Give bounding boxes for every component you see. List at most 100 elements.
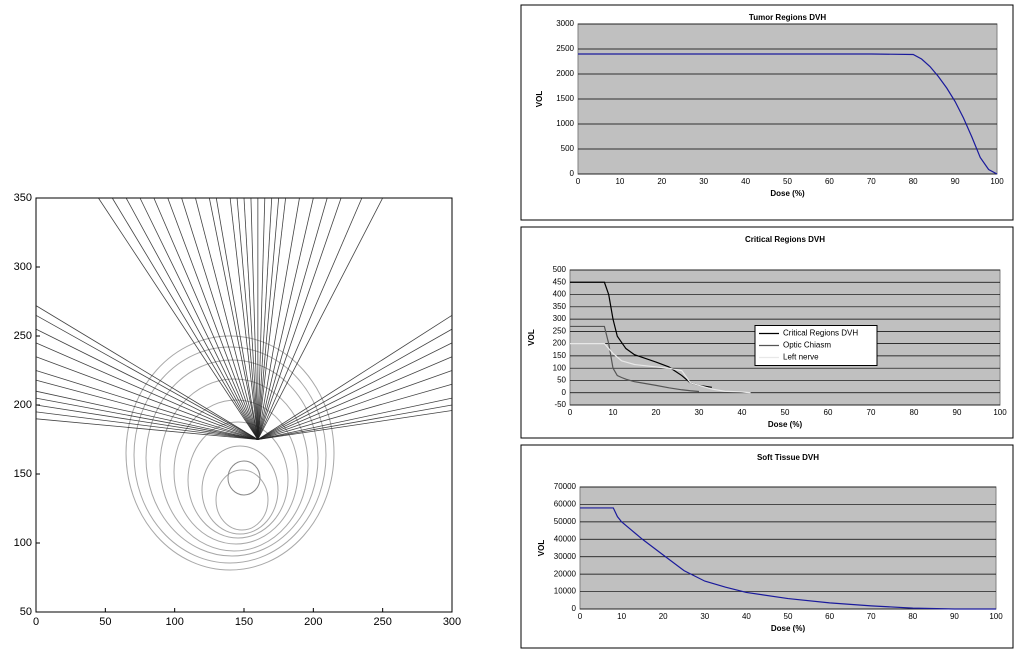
y-tick-label: 30000 [554,552,577,561]
beam [257,197,314,440]
y-tick-label: 0 [570,169,575,178]
x-tick-label: 30 [700,612,709,621]
x-tick-label: 100 [989,612,1003,621]
beam [35,379,258,440]
beam [35,328,259,440]
beam [257,404,453,440]
beam [35,397,258,440]
y-tick-label: 60000 [554,500,577,509]
y-tick-label: 150 [553,351,567,360]
contour [159,378,309,552]
contour [227,460,261,496]
x-tick-label: 40 [738,408,747,417]
y-tick-label: 50 [20,606,32,618]
x-tick-label: 0 [576,177,581,186]
x-tick-label: 50 [783,177,792,186]
beam [35,370,258,440]
beam [35,411,258,440]
y-tick-label: 3000 [556,19,574,28]
beam [35,342,259,440]
x-tick-label: 40 [741,177,750,186]
beam [35,305,259,440]
contour [201,445,279,535]
x-tick-label: 80 [908,612,917,621]
beam [257,197,384,440]
x-axis-label: Dose (%) [768,420,803,429]
x-tick-label: 80 [909,177,918,186]
y-tick-label: 40000 [554,534,577,543]
y-axis-label: VOL [537,540,546,557]
y-tick-label: 300 [553,314,567,323]
y-tick-label: 500 [561,144,575,153]
plot-area [579,486,997,610]
x-tick-label: 20 [652,408,661,417]
y-tick-label: 2000 [556,69,574,78]
beam [208,197,259,440]
x-tick-label: 300 [443,616,461,628]
x-tick-label: 90 [951,177,960,186]
beam [257,197,328,440]
y-tick-label: 1500 [556,94,574,103]
beam [98,197,259,440]
y-tick-label: 10000 [554,587,577,596]
beam [250,197,259,440]
x-tick-label: 20 [659,612,668,621]
series-line [570,343,751,394]
y-tick-label: 0 [562,388,567,397]
contour [125,335,335,571]
beam [257,370,453,440]
beam [35,314,259,440]
x-tick-label: 10 [615,177,624,186]
beam [35,404,258,440]
x-tick-label: 100 [165,616,183,628]
beam [257,397,453,440]
beam [35,390,258,440]
y-tick-label: 400 [553,290,567,299]
y-tick-label: 450 [553,277,567,286]
beam [236,197,259,440]
legend-label: Optic Chiasm [783,341,831,350]
beam [215,197,259,440]
y-tick-label: 1000 [556,119,574,128]
x-tick-label: 90 [953,408,962,417]
x-tick-label: 50 [99,616,111,628]
x-tick-label: 90 [950,612,959,621]
x-tick-label: 70 [867,408,876,417]
y-tick-label: 100 [14,537,32,549]
x-tick-label: 30 [695,408,704,417]
contour [145,359,319,557]
y-tick-label: 50 [557,376,566,385]
y-tick-label: 0 [572,604,577,613]
beam [181,197,259,440]
x-tick-label: 0 [568,408,573,417]
x-tick-label: 60 [825,177,834,186]
beam [257,197,342,440]
x-axis-label: Dose (%) [770,189,805,198]
y-tick-label: 300 [14,261,32,273]
beam [257,197,273,440]
series-line [570,325,700,393]
beam [243,197,259,440]
beam [257,328,453,440]
x-tick-label: 200 [304,616,322,628]
x-tick-label: 100 [990,177,1004,186]
legend-label: Critical Regions DVH [783,329,858,338]
x-tick-label: 30 [699,177,708,186]
x-tick-label: 70 [867,612,876,621]
contour [187,421,289,539]
beam [257,410,453,440]
chart-title: Tumor Regions DVH [749,13,826,22]
beam [257,197,280,440]
beam [229,197,259,440]
chart-title: Soft Tissue DVH [757,453,819,462]
x-tick-label: 40 [742,612,751,621]
beam [125,197,259,440]
x-tick-label: 100 [993,408,1007,417]
head-contours [125,335,335,571]
y-tick-label: 70000 [554,482,577,491]
beam [35,356,259,440]
beam [35,418,258,440]
x-tick-label: 20 [657,177,666,186]
beam [257,197,300,440]
contour [215,469,269,531]
